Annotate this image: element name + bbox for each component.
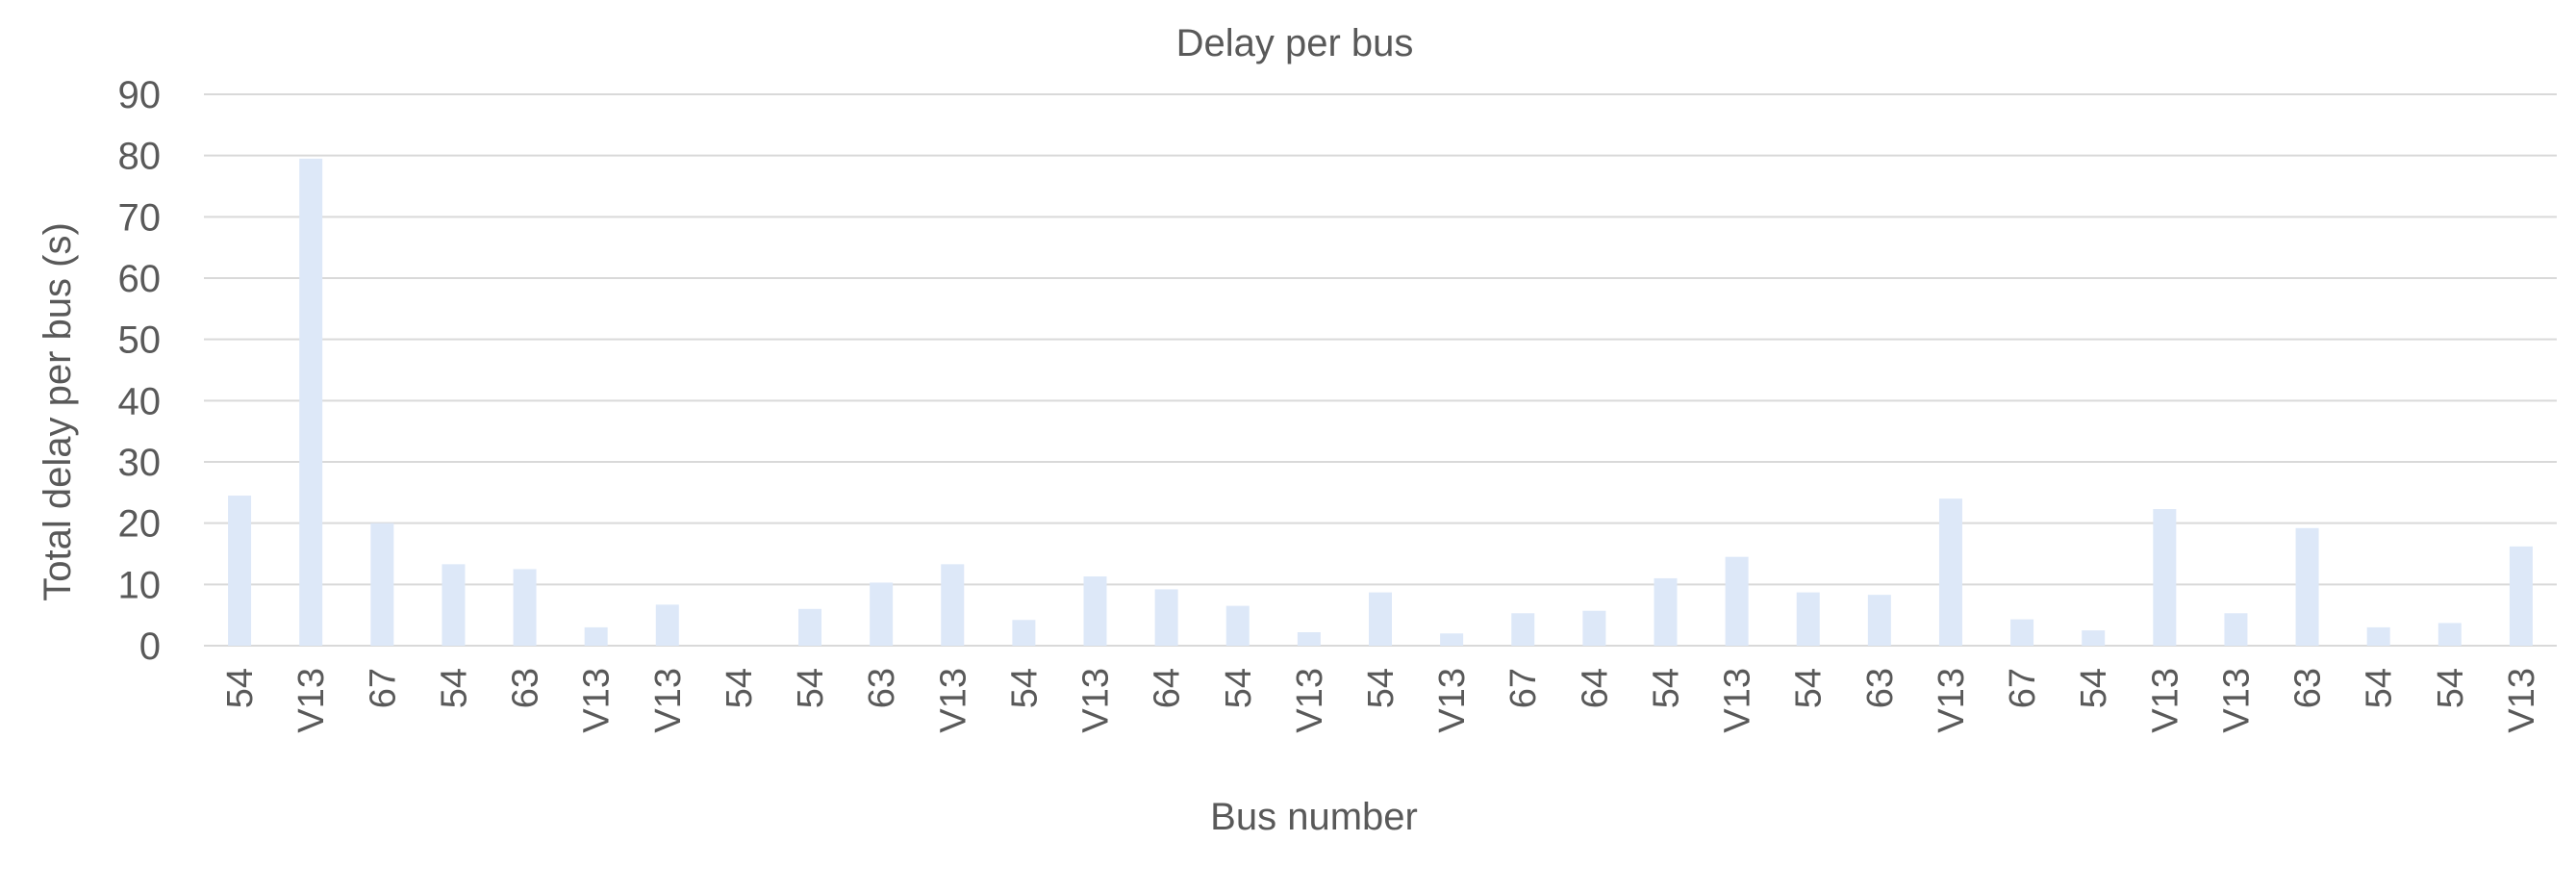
x-tick-label: 54 bbox=[220, 668, 261, 708]
bar bbox=[1012, 620, 1036, 646]
bar bbox=[1725, 556, 1749, 646]
x-tick-label: V13 bbox=[2145, 668, 2185, 733]
bar bbox=[655, 604, 679, 646]
bar bbox=[2224, 613, 2248, 646]
x-tick-label: 63 bbox=[862, 668, 902, 708]
x-tick-label: V13 bbox=[648, 668, 689, 733]
bar bbox=[2295, 527, 2319, 646]
x-tick-label: 63 bbox=[1860, 668, 1901, 708]
y-tick-label: 40 bbox=[118, 380, 162, 422]
bar bbox=[1440, 633, 1464, 646]
bar bbox=[941, 564, 965, 646]
bar bbox=[2366, 626, 2390, 646]
y-tick-label: 80 bbox=[118, 136, 162, 178]
x-tick-label: 54 bbox=[1219, 668, 1259, 708]
y-tick-label: 30 bbox=[118, 442, 162, 484]
x-tick-label: V13 bbox=[1432, 668, 1473, 733]
y-axis-ticks: 0 10 20 30 40 50 60 70 80 90 bbox=[118, 74, 162, 668]
x-tick-label: 54 bbox=[2360, 668, 2400, 708]
x-tick-label: 54 bbox=[1789, 668, 1830, 708]
y-tick-label: 10 bbox=[118, 564, 162, 606]
gridlines bbox=[204, 93, 2557, 647]
bar bbox=[1154, 589, 1178, 646]
x-tick-label: 67 bbox=[363, 668, 403, 708]
bar bbox=[870, 582, 894, 646]
x-tick-label: V13 bbox=[1076, 668, 1117, 733]
x-tick-label: 67 bbox=[1503, 668, 1544, 708]
y-tick-label: 60 bbox=[118, 258, 162, 300]
x-tick-label: 64 bbox=[1148, 668, 1188, 708]
bar bbox=[1654, 577, 1678, 646]
bar bbox=[1225, 605, 1250, 646]
x-tick-label: 54 bbox=[791, 668, 831, 708]
x-tick-label: 63 bbox=[2288, 668, 2329, 708]
x-tick-label: 54 bbox=[2431, 668, 2471, 708]
bar bbox=[1938, 498, 1962, 646]
x-tick-label: 54 bbox=[1004, 668, 1045, 708]
x-tick-label: V13 bbox=[1932, 668, 1972, 733]
bar bbox=[442, 564, 466, 646]
x-tick-label: 54 bbox=[1361, 668, 1402, 708]
y-tick-label: 50 bbox=[118, 319, 162, 362]
bar bbox=[1511, 613, 1535, 646]
y-axis-title: Total delay per bus (s) bbox=[37, 222, 79, 601]
x-tick-label: 54 bbox=[720, 668, 760, 708]
bar bbox=[1297, 631, 1321, 646]
bar bbox=[1796, 592, 1820, 646]
bar bbox=[1582, 610, 1606, 646]
x-tick-label: V13 bbox=[933, 668, 973, 733]
x-axis-ticks: 54 V13 67 54 63 V13 V13 54 54 63 V13 54 V13 64 54 V13 54… bbox=[220, 668, 2542, 733]
y-tick-label: 70 bbox=[118, 196, 162, 239]
bar bbox=[584, 626, 608, 646]
x-tick-label: 54 bbox=[1646, 668, 1686, 708]
bar bbox=[2082, 630, 2106, 646]
bar bbox=[299, 158, 323, 646]
bar bbox=[370, 523, 394, 646]
bar bbox=[798, 608, 822, 646]
bar bbox=[2437, 623, 2462, 646]
bar bbox=[2153, 509, 2177, 646]
bar bbox=[2010, 619, 2034, 646]
bar bbox=[1867, 595, 1891, 646]
x-tick-label: 54 bbox=[2074, 668, 2114, 708]
x-axis-title: Bus number bbox=[1210, 796, 1418, 838]
x-tick-label: V13 bbox=[1290, 668, 1330, 733]
x-tick-label: V13 bbox=[2216, 668, 2257, 733]
y-tick-label: 20 bbox=[118, 503, 162, 546]
bar bbox=[513, 569, 537, 646]
x-tick-label: 54 bbox=[434, 668, 474, 708]
y-tick-label: 0 bbox=[139, 625, 161, 668]
bars bbox=[228, 158, 2533, 646]
x-tick-label: 67 bbox=[2003, 668, 2043, 708]
x-tick-label: V13 bbox=[2502, 668, 2542, 733]
bar bbox=[2509, 546, 2533, 646]
bar bbox=[1369, 592, 1392, 646]
x-tick-label: 64 bbox=[1575, 668, 1615, 708]
x-tick-label: V13 bbox=[577, 668, 618, 733]
bar bbox=[1083, 576, 1107, 646]
chart-title: Delay per bus bbox=[1176, 22, 1414, 64]
x-tick-label: V13 bbox=[291, 668, 332, 733]
bar bbox=[228, 496, 252, 646]
x-tick-label: 63 bbox=[506, 668, 546, 708]
x-tick-label: V13 bbox=[1718, 668, 1758, 733]
y-tick-label: 90 bbox=[118, 74, 162, 116]
